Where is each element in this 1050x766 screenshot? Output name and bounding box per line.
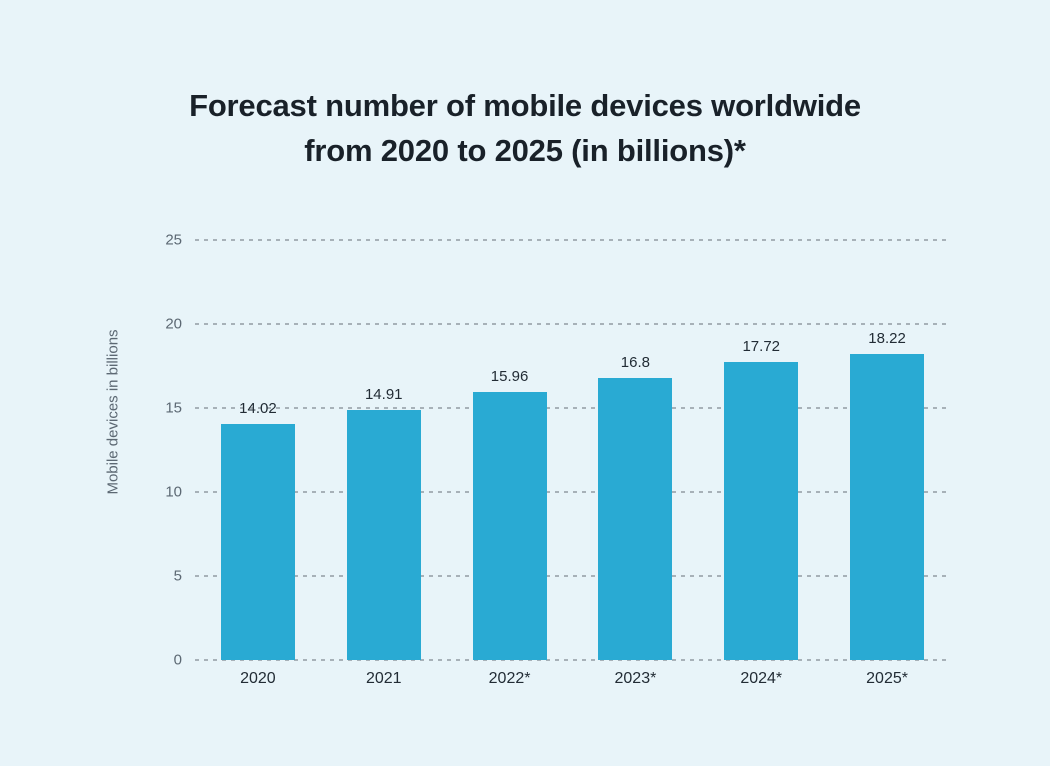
gridline-15 — [195, 407, 950, 409]
bar-value-label: 16.8 — [620, 353, 651, 371]
x-tick-label: 2022* — [488, 670, 531, 687]
bar-value-label: 14.02 — [239, 400, 277, 418]
bar-value-label: 14.91 — [364, 385, 403, 403]
x-tick-label: 2025* — [866, 670, 908, 687]
y-tick-label-15: 15 — [165, 399, 182, 417]
bar-value-label: 17.72 — [742, 338, 781, 356]
gridline-20 — [195, 323, 950, 325]
x-tick-label: 2020 — [240, 670, 276, 687]
y-tick-label-0: 0 — [173, 651, 182, 669]
bar-slot-2022: 15.96 2022* — [447, 240, 573, 687]
gridline-0 — [195, 659, 950, 661]
x-tick-label: 2023* — [614, 670, 657, 687]
bar-slot-2024: 17.72 2024* — [698, 240, 824, 687]
gridline-5 — [195, 575, 950, 577]
y-tick-label-10: 10 — [165, 483, 182, 501]
bar-slot-2023: 16.8 2023* — [573, 240, 699, 687]
y-axis-title: Mobile devices in billions — [104, 329, 122, 495]
x-tick-label: 2024* — [740, 670, 783, 687]
bar-2021: 14.91 — [346, 386, 421, 660]
bar-2025: 18.22 — [850, 330, 925, 660]
gridline-25 — [195, 239, 950, 241]
bar-value-label: 15.96 — [490, 367, 529, 385]
bar-slot-2020: 14.02 2020 — [195, 240, 321, 687]
plot-area: 0 5 10 15 20 25 14.02 2020 14.91 2021 15.96 2022* 16… — [165, 232, 950, 687]
x-tick-label: 2021 — [365, 670, 402, 687]
chart-title-line-1: Forecast number of mobile devices worldw… — [189, 88, 861, 123]
y-tick-label-5: 5 — [173, 567, 182, 585]
chart-title: Forecast number of mobile devices worldw… — [0, 83, 1050, 173]
bar-value-label: 18.22 — [868, 329, 906, 347]
bar-slot-2021: 14.91 2021 — [321, 240, 447, 687]
chart-title-line-2: from 2020 to 2025 (in billions)* — [304, 133, 746, 168]
bar-2024: 17.72 — [724, 338, 799, 660]
gridline-10 — [195, 491, 950, 493]
bar-2022: 15.96 — [472, 368, 547, 660]
y-tick-label-20: 20 — [165, 315, 182, 333]
y-tick-label-25: 25 — [165, 231, 182, 249]
bar-2023: 16.8 — [598, 354, 673, 660]
bar-slot-2025: 18.22 2025* — [824, 240, 950, 687]
bar-2020: 14.02 — [220, 400, 295, 660]
